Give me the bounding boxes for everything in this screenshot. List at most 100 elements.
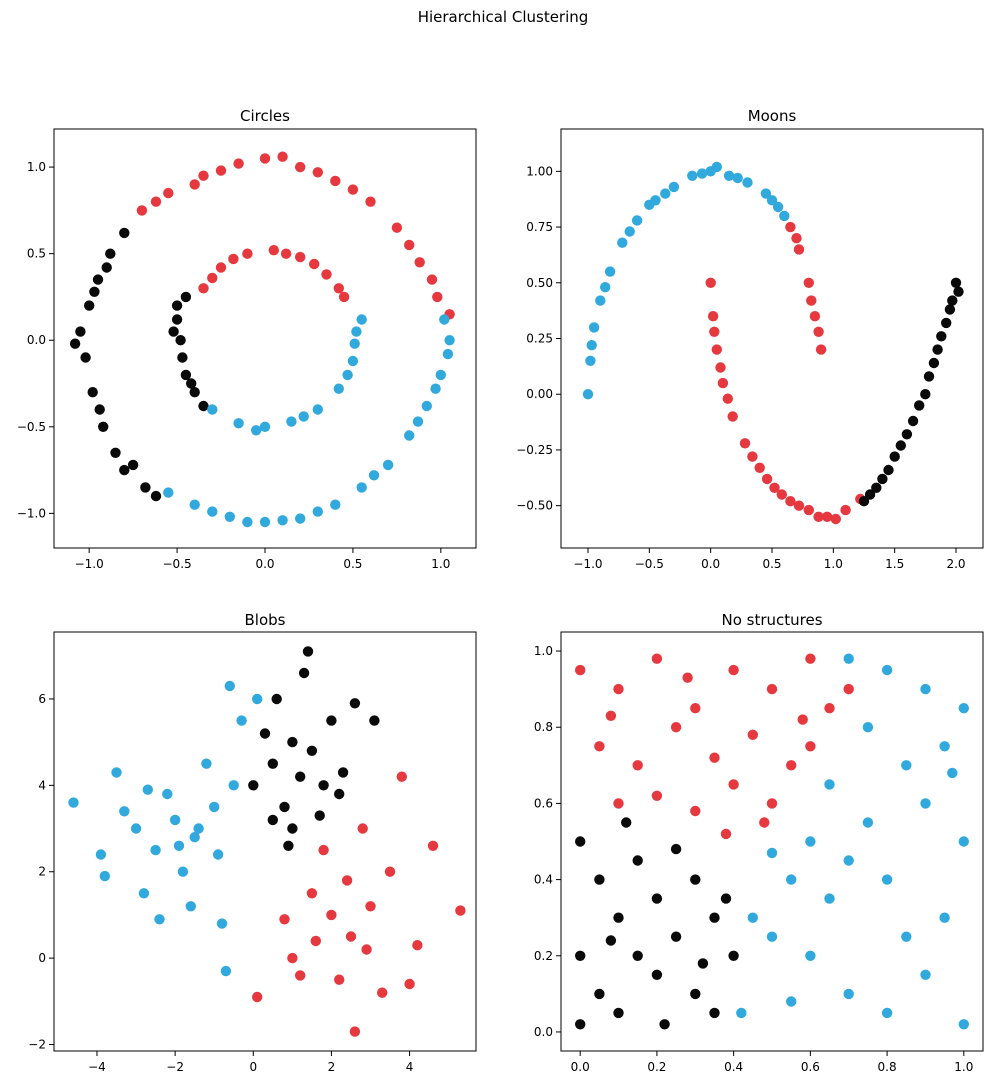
moons-point-s1-5 <box>791 233 802 244</box>
blobs-point-s1-9 <box>267 814 278 826</box>
no-structures-point-s1-0 <box>843 653 854 664</box>
blobs-point-s0-11 <box>201 758 212 769</box>
blobs-point-s1-16 <box>314 810 325 821</box>
blobs-point-s0-0 <box>68 797 79 808</box>
blobs-point-s2-1 <box>345 931 357 942</box>
blobs-point-s2-9 <box>427 840 439 851</box>
circles-point-s2-30 <box>430 383 441 394</box>
blobs-x-tick-label-2: 0 <box>249 1060 257 1074</box>
moons-x-axis: −1.0 −0.5 0.0 0.5 1.0 1.5 2.0 <box>573 548 966 571</box>
moons-y-tick-label-4: 0.50 <box>526 276 553 290</box>
no-structures-point-s2-2 <box>613 912 624 923</box>
no-structures-point-s0-10 <box>709 752 720 763</box>
circles-point-s1-28 <box>280 248 292 259</box>
blobs-point-s2-12 <box>318 844 329 856</box>
moons-point-s2-0 <box>864 489 876 500</box>
circles-y-tick-label-2: 0.0 <box>27 333 46 347</box>
no-structures-point-s2-1 <box>594 874 605 885</box>
moons-point-s0-14 <box>772 201 784 213</box>
circles-point-s1-5 <box>295 161 306 173</box>
blobs-point-s0-24 <box>95 849 107 860</box>
circles-point-s2-11 <box>342 369 353 381</box>
blobs-point-s1-6 <box>326 715 337 726</box>
circles-x-tick-label-2: 0.0 <box>255 557 274 571</box>
blobs-point-s1-5 <box>306 745 318 756</box>
circles-point-s0-14 <box>69 338 81 349</box>
blobs-point-s0-23 <box>212 849 224 860</box>
subplot-circles: Circles −1.0 −0.5 0.0 0.5 1.0 −1.0 −0.5 0.0 0.5… <box>17 107 477 571</box>
moons-y-tick-label-2: 0.00 <box>526 387 553 401</box>
blobs-point-s0-1 <box>111 767 122 778</box>
no-structures-point-s2-15 <box>575 1019 586 1030</box>
circles-point-s2-24 <box>444 335 455 346</box>
moons-point-s0-15 <box>586 340 597 351</box>
no-structures-point-s1-17 <box>805 950 816 961</box>
no-structures-point-s0-3 <box>690 703 701 714</box>
no-structures-point-s2-13 <box>690 988 701 1000</box>
no-structures-x-axis: 0.0 0.2 0.4 0.6 0.8 1.0 <box>571 1051 973 1074</box>
moons-point-s1-3 <box>809 311 821 322</box>
no-structures-point-s1-13 <box>824 893 835 904</box>
no-structures-y-tick-label-2: 0.4 <box>534 873 553 887</box>
circles-point-s1-6 <box>330 175 341 187</box>
no-structures-point-s0-4 <box>728 664 739 676</box>
blobs-point-s2-6 <box>384 866 396 877</box>
blobs-point-s0-25 <box>193 823 204 834</box>
no-structures-x-tick-label-2: 0.4 <box>724 1060 743 1074</box>
circles-point-s0-19 <box>180 369 192 381</box>
moons-point-s0-17 <box>624 226 635 237</box>
blobs-point-s2-14 <box>377 987 388 998</box>
blobs-point-s0-19 <box>154 914 165 925</box>
no-structures-point-s1-10 <box>958 836 969 847</box>
no-structures-point-s2-14 <box>709 1007 720 1019</box>
circles-point-s2-2 <box>259 421 271 432</box>
no-structures-point-s1-14 <box>881 874 893 885</box>
blobs-y-tick-label-0: −2 <box>28 1038 46 1052</box>
circles-point-s1-18 <box>150 196 162 207</box>
no-structures-point-s2-3 <box>632 855 643 866</box>
no-structures-x-tick-label-4: 0.8 <box>878 1060 897 1074</box>
moons-point-s2-16 <box>883 464 894 476</box>
moons-point-s2-19 <box>858 496 870 507</box>
no-structures-point-s1-20 <box>920 969 931 980</box>
circles-point-s0-17 <box>171 300 183 311</box>
blobs-point-s2-17 <box>341 875 353 886</box>
moons-point-s0-11 <box>723 170 735 181</box>
no-structures-point-s0-0 <box>575 664 586 676</box>
blobs-point-s2-5 <box>287 952 298 964</box>
circles-point-s1-29 <box>309 258 320 270</box>
blobs-point-s0-18 <box>216 918 228 929</box>
circles-point-s2-28 <box>368 470 380 481</box>
moons-x-tick-label-2: 0.0 <box>701 557 720 571</box>
no-structures-x-tick-label-3: 0.6 <box>801 1060 820 1074</box>
circles-point-s2-6 <box>347 355 359 367</box>
circles-point-s2-10 <box>298 411 309 422</box>
blobs-point-s0-15 <box>162 788 173 800</box>
no-structures-point-s1-22 <box>747 912 758 923</box>
no-structures-point-s0-5 <box>766 683 778 695</box>
circles-point-s1-27 <box>207 272 218 284</box>
blobs-point-s1-1 <box>267 758 278 769</box>
blobs-x-tick-label-1: −2 <box>166 1060 184 1074</box>
moons-point-s1-15 <box>769 482 780 493</box>
circles-point-s2-15 <box>224 511 235 522</box>
no-structures-point-s1-26 <box>843 855 854 866</box>
moons-point-s2-13 <box>920 389 931 400</box>
no-structures-point-s0-6 <box>805 653 816 664</box>
no-structures-point-s0-9 <box>670 722 682 733</box>
no-structures-point-s0-16 <box>690 805 701 817</box>
blobs-axes-frame <box>53 631 477 1052</box>
no-structures-point-s2-7 <box>709 912 720 923</box>
no-structures-point-s1-27 <box>947 767 958 779</box>
circles-point-s0-9 <box>127 459 139 471</box>
blobs-point-s1-10 <box>287 823 298 834</box>
blobs-point-s1-12 <box>337 767 349 778</box>
no-structures-point-s2-4 <box>651 893 663 904</box>
moons-x-tick-label-0: −1.0 <box>573 557 602 571</box>
no-structures-point-s1-2 <box>920 683 931 695</box>
moons-y-axis: −0.50 −0.25 0.00 0.25 0.50 0.75 1.00 <box>516 164 561 513</box>
moons-point-s1-12 <box>727 411 738 422</box>
moons-point-s1-14 <box>754 462 765 473</box>
no-structures-point-s0-13 <box>824 703 835 714</box>
blobs-point-s2-3 <box>365 901 376 912</box>
